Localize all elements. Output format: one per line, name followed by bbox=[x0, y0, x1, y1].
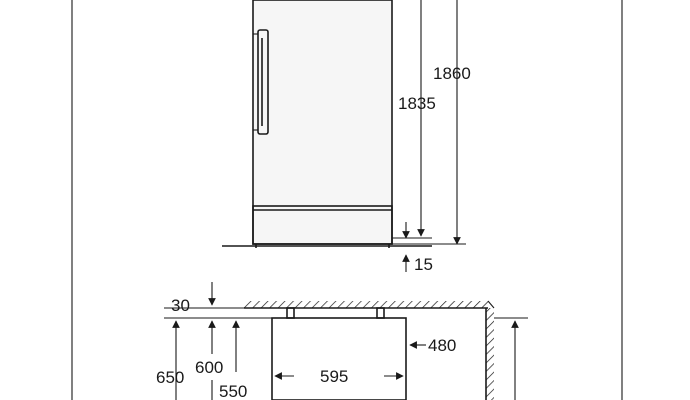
label-feet-height: 15 bbox=[414, 255, 433, 274]
side-wall bbox=[486, 308, 494, 400]
label-side-clearance: 480 bbox=[428, 336, 456, 355]
appliance-body bbox=[252, 0, 393, 245]
spacer-left bbox=[286, 307, 295, 319]
label-depth-with-handle: 550 bbox=[219, 382, 247, 400]
label-door-projection: 600 bbox=[195, 358, 223, 377]
label-total-height: 1860 bbox=[433, 64, 471, 83]
label-body-height: 1835 bbox=[398, 94, 436, 113]
label-wall-gap: 30 bbox=[171, 296, 190, 315]
rear-wall bbox=[244, 301, 488, 308]
label-width: 595 bbox=[320, 367, 348, 386]
spacer-right bbox=[376, 307, 385, 319]
appliance-plinth bbox=[252, 205, 393, 245]
front-view: 1860 1835 15 bbox=[222, 0, 471, 274]
top-view: 30 650 600 550 595 480 bbox=[156, 282, 528, 400]
appliance-top-outline bbox=[271, 317, 407, 400]
door-handle bbox=[253, 29, 269, 135]
label-body-depth: 650 bbox=[156, 368, 184, 387]
